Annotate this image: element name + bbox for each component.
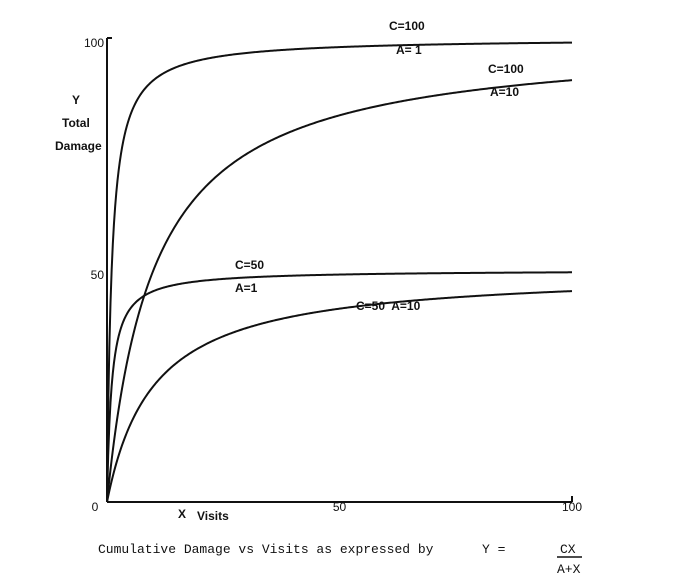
caption-lhs: Y =	[482, 542, 506, 557]
y-tick-label: 100	[84, 36, 104, 50]
series-label-c50-a10: C=50 A=10	[356, 299, 421, 313]
axes	[106, 37, 573, 503]
x-axis-letter: X	[178, 507, 186, 521]
series-label-c50-a1-a: A=1	[235, 281, 258, 295]
x-axis-label-text: Visits	[197, 509, 229, 523]
series-curve-c100-a10	[106, 79, 573, 503]
series-curve-c100-a1	[106, 41, 573, 503]
y-axis-label-line2: Damage	[55, 139, 102, 153]
series-label-c100-a10-c: C=100	[488, 62, 524, 76]
series-curve-c50-a1	[106, 271, 572, 503]
y-tick-label: 50	[91, 268, 105, 282]
series-label-c100-a1-a: A= 1	[396, 43, 422, 57]
series-label-c50-a1-c: C=50	[235, 258, 264, 272]
caption-denominator: A+X	[557, 562, 581, 577]
x-tick-label: 0	[92, 500, 99, 514]
curves	[106, 41, 573, 503]
caption-prefix: Cumulative Damage vs Visits as expressed…	[98, 542, 434, 557]
x-tick-label: 50	[333, 500, 347, 514]
x-tick-label: 100	[562, 500, 582, 514]
series-label-c100-a10-a: A=10	[490, 85, 519, 99]
series-label-c100-a1-c: C=100	[389, 19, 425, 33]
y-axis-label-line1: Total	[62, 116, 90, 130]
y-axis-letter: Y	[72, 93, 80, 107]
tick-labels: 0 50 100 50 100	[84, 36, 582, 514]
series-curve-c50-a10	[106, 290, 573, 503]
caption-numerator: CX	[560, 542, 576, 557]
